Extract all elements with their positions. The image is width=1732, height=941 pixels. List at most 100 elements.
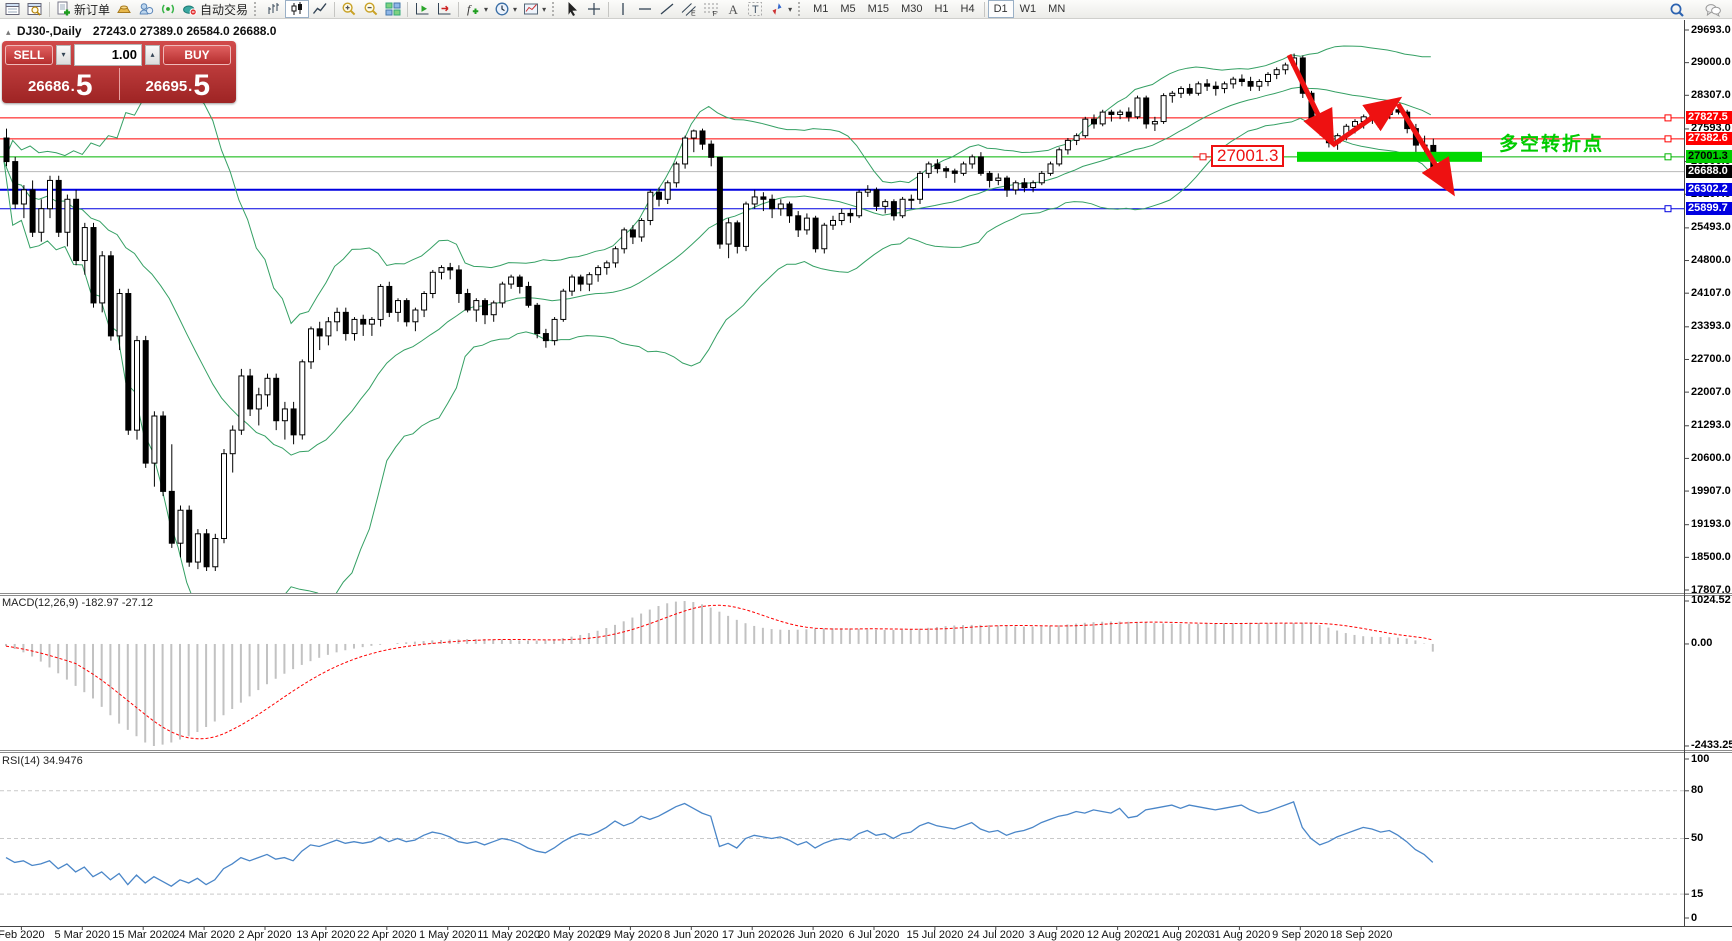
text-label-button[interactable]: T — [744, 0, 766, 18]
trend-arrow[interactable] — [1331, 96, 1403, 148]
trade-panel-prices: 26686 . 5 26695 . 5 — [2, 66, 236, 102]
search-icon — [1669, 2, 1685, 18]
new-order-button[interactable]: 新订单 — [53, 0, 113, 18]
toolbar-drag-handle[interactable] — [798, 2, 803, 16]
timeframe-d1[interactable]: D1 — [987, 0, 1014, 18]
macd-rsi-separator[interactable] — [0, 748, 1732, 753]
crosshair-icon — [586, 1, 602, 17]
zoom-out-button[interactable] — [360, 0, 382, 18]
date-axis-label: 2 Apr 2020 — [238, 929, 292, 941]
turning-point-zone[interactable] — [1297, 151, 1482, 162]
price-axis-tick: 27593.0 — [1691, 122, 1731, 135]
cursor-button[interactable] — [561, 0, 583, 18]
tile-windows-button[interactable] — [382, 0, 404, 18]
timeframe-m30[interactable]: M30 — [901, 3, 923, 15]
templates-button[interactable]: ▾ — [520, 0, 549, 18]
search-button[interactable] — [1666, 1, 1688, 19]
timeframe-h4[interactable]: H4 — [960, 3, 975, 15]
line-chart-mode-button[interactable] — [309, 0, 331, 18]
rsi-line — [5, 801, 1434, 887]
volume-input[interactable] — [74, 43, 142, 66]
date-axis-label: 15 Jul 2020 — [906, 929, 964, 941]
timeframe-mn[interactable]: MN — [1048, 3, 1066, 15]
chart-shift-button[interactable] — [433, 0, 455, 18]
rsi-axis-tick: 50 — [1691, 832, 1704, 844]
price-level-label: 27827.5 — [1686, 111, 1732, 125]
chart-collapse-icon[interactable]: ▴ — [6, 27, 11, 37]
sell-price-pip: 5 — [75, 69, 93, 102]
market-watch-icon — [116, 1, 132, 17]
market-watch-button[interactable] — [113, 0, 135, 18]
signals-button[interactable] — [157, 0, 179, 18]
date-axis-label: 20 May 2020 — [537, 929, 602, 941]
line-drag-handle[interactable] — [1664, 205, 1672, 213]
text-label-icon: T — [747, 1, 763, 17]
indicators-button[interactable]: f ▾ — [462, 0, 491, 18]
price-axis-tick: 29000.0 — [1691, 56, 1731, 69]
trend-arrow[interactable] — [1286, 53, 1335, 148]
toolbar-separator — [458, 1, 460, 17]
volume-increase-button[interactable]: ▴ — [145, 44, 160, 65]
chat-button[interactable] — [1702, 1, 1724, 19]
chart-macd-separator[interactable] — [0, 591, 1732, 596]
timeframe-w1[interactable]: W1 — [1019, 3, 1037, 15]
trend-arrow[interactable] — [1395, 102, 1455, 197]
toolbar: 新订单 自动交易 f ▾ ▾ ▾ E F A T ▾ M1 M5 M15 M30 H1 H4 D1 W1 MN — [0, 0, 1732, 19]
charts-window-button[interactable] — [2, 0, 24, 18]
price-axis-tick: 17807.0 — [1691, 583, 1731, 596]
auto-scroll-button[interactable] — [411, 0, 433, 18]
timeframe-m5[interactable]: M5 — [840, 3, 856, 15]
navigator-button[interactable] — [135, 0, 157, 18]
signals-icon — [160, 1, 176, 17]
periods-button[interactable]: ▾ — [491, 0, 520, 18]
crosshair-button[interactable] — [583, 0, 605, 18]
toolbar-separator — [407, 1, 409, 17]
line-chart-mode-icon — [312, 1, 328, 17]
zoom-in-icon — [341, 1, 357, 17]
line-drag-handle[interactable] — [1664, 114, 1672, 122]
rsi-indicator-label: RSI(14) 34.9476 — [2, 755, 83, 767]
data-window-button[interactable] — [24, 0, 46, 18]
candlestick-mode-button[interactable] — [285, 0, 310, 18]
volume-decrease-button[interactable]: ▾ — [56, 44, 71, 65]
price-axis-tick: 25493.0 — [1691, 221, 1731, 234]
buy-price-button[interactable]: 26695 . 5 — [120, 66, 237, 102]
chevron-down-icon: ▾ — [484, 4, 489, 14]
trendline-button[interactable] — [656, 0, 678, 18]
svg-text:f: f — [467, 2, 472, 16]
vertical-line-button[interactable] — [612, 0, 634, 18]
date-axis-label: 5 Mar 2020 — [54, 929, 111, 941]
fibonacci-button[interactable]: F — [700, 0, 722, 18]
new-order-icon — [56, 1, 72, 17]
annotation-handle[interactable] — [1199, 153, 1207, 161]
charts-window-icon — [5, 1, 21, 17]
rsi-axis-tick: 0 — [1691, 911, 1698, 924]
arrows-button[interactable]: ▾ — [766, 0, 795, 18]
line-drag-handle[interactable] — [1664, 153, 1672, 161]
svg-text:F: F — [713, 11, 717, 17]
horizontal-line-button[interactable] — [634, 0, 656, 18]
toolbar-drag-handle[interactable] — [254, 2, 259, 16]
turning-point-note[interactable]: 多空转折点 — [1499, 134, 1605, 155]
line-drag-handle[interactable] — [1664, 135, 1672, 143]
price-level-label: 27001.3 — [1686, 150, 1732, 164]
equidistant-channel-button[interactable]: E — [678, 0, 700, 18]
zoom-in-button[interactable] — [338, 0, 360, 18]
date-axis-label: 21 Aug 2020 — [1147, 929, 1210, 941]
buy-button[interactable]: BUY — [163, 44, 231, 65]
timeframe-m1[interactable]: M1 — [813, 3, 829, 15]
sell-button[interactable]: SELL — [5, 44, 53, 65]
price-annotation-tag[interactable]: 27001.3 — [1211, 145, 1285, 167]
bar-chart-mode-button[interactable] — [263, 0, 285, 18]
toolbar-drag-handle[interactable] — [552, 2, 557, 16]
auto-trading-button[interactable]: 自动交易 — [179, 0, 251, 18]
timeframe-h1[interactable]: H1 — [934, 3, 949, 15]
sell-price-button[interactable]: 26686 . 5 — [2, 66, 119, 102]
date-axis-label: 1 May 2020 — [418, 929, 477, 941]
macd-axis-tick: -2433.25 — [1691, 739, 1732, 752]
timeframe-m15[interactable]: M15 — [867, 3, 890, 15]
text-button[interactable]: A — [722, 0, 744, 18]
sell-price-dot: . — [70, 78, 75, 95]
